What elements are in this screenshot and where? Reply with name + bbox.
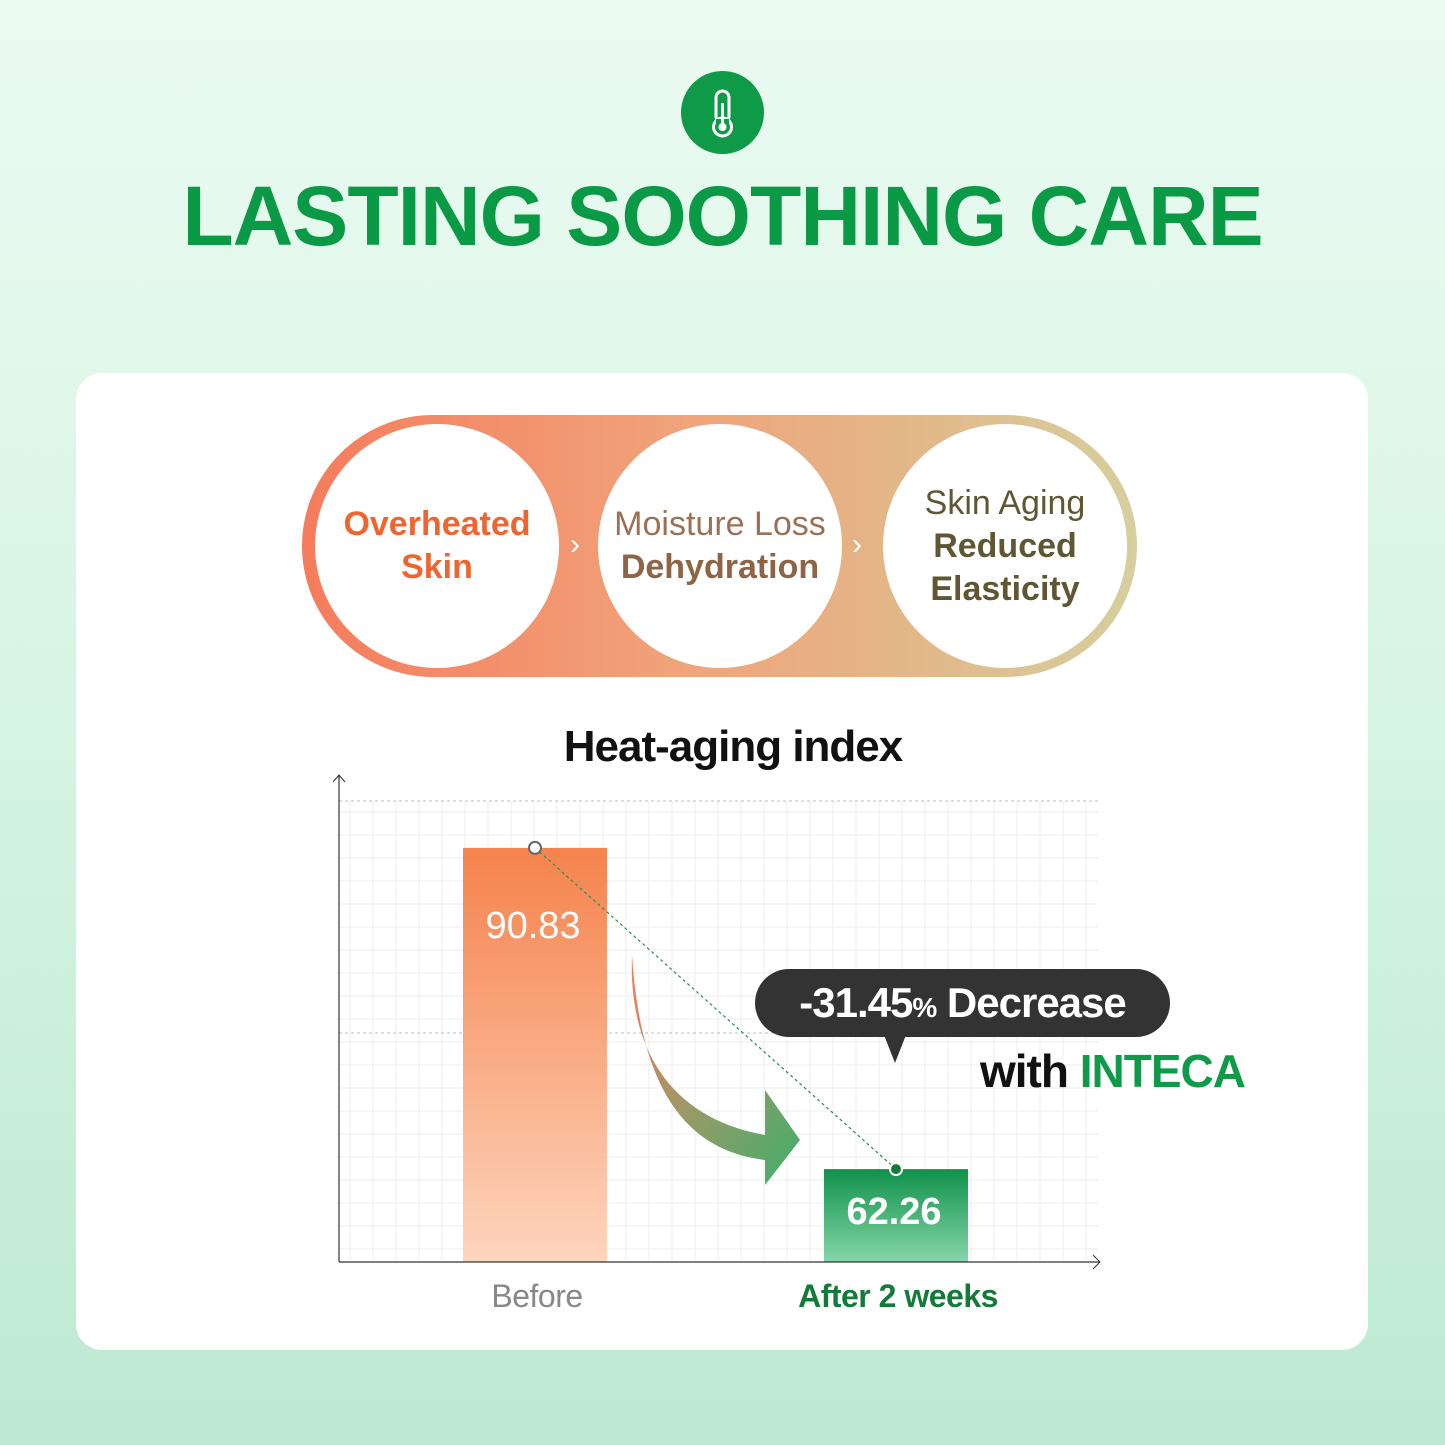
- flow-step-overheated: Overheated Skin: [315, 424, 559, 668]
- bar-1: [824, 1169, 968, 1262]
- chevron-right-icon: ›: [570, 528, 580, 561]
- decrease-text: Decrease: [946, 979, 1127, 1026]
- value-label-1: 62.26: [846, 1191, 941, 1233]
- decrease-value: -31.45: [799, 979, 913, 1026]
- step-line: Overheated: [343, 505, 531, 543]
- chevron-right-icon: ›: [852, 528, 862, 561]
- flow-step-dehydration: Moisture Loss Dehydration: [598, 424, 842, 668]
- bar-0: [463, 847, 607, 1262]
- step-line: Reduced: [933, 526, 1077, 565]
- x-axis-arrow-icon: [1092, 1254, 1101, 1270]
- step-line: Skin: [401, 548, 473, 586]
- decrease-callout: -31.45% Decrease: [755, 969, 1170, 1037]
- x-label-after: After 2 weeks: [798, 1278, 998, 1314]
- thermometer-icon: [681, 71, 764, 154]
- callout-tail: [884, 1035, 906, 1063]
- trend-line: [534, 847, 897, 1170]
- step-line: Dehydration: [620, 548, 820, 586]
- decrease-unit: %: [912, 992, 937, 1023]
- chart-title: Heat-aging index: [563, 722, 904, 771]
- step-line: Skin Aging: [924, 483, 1086, 522]
- step-line: Moisture Loss: [614, 505, 826, 543]
- point-after: [889, 1162, 903, 1177]
- point-before: [528, 840, 542, 855]
- decrease-arrow-icon: [631, 955, 800, 1185]
- value-label-0: 90.83: [485, 905, 580, 947]
- flow-step-aging: Skin Aging Reduced Elasticity: [883, 424, 1127, 668]
- brand-name: INTECA: [1079, 1045, 1246, 1097]
- step-line: Elasticity: [930, 569, 1080, 608]
- x-label-before: Before: [491, 1278, 583, 1314]
- page-title: LASTING SOOTHING CARE: [182, 169, 1263, 263]
- with-text: with: [980, 1045, 1069, 1097]
- with-brand: with INTECA: [980, 1044, 1246, 1098]
- y-axis-arrow-icon: [332, 774, 346, 783]
